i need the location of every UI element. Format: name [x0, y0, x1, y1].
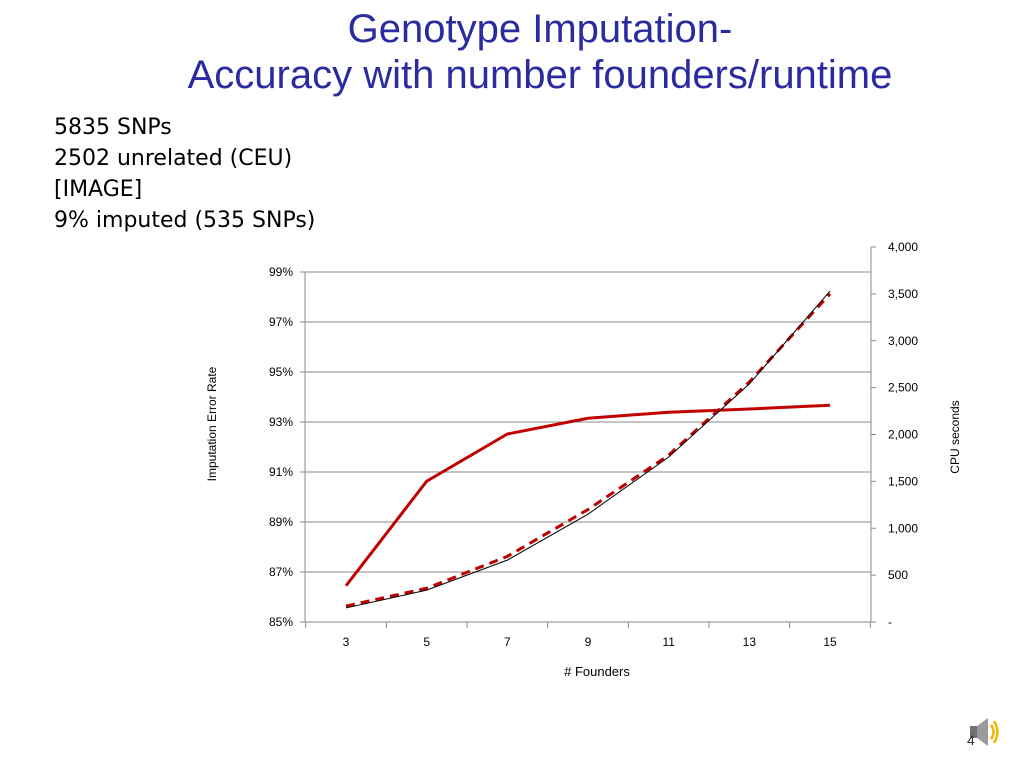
slide-title-line-2: Accuracy with number founders/runtime [187, 53, 893, 97]
y-right-tick-label: 4,000 [888, 240, 918, 254]
y-right-tick-label: 1,000 [888, 521, 918, 535]
x-tick-label: 15 [823, 635, 837, 649]
speaker-sound-icon[interactable]: 4 [966, 712, 1000, 752]
x-tick-label: 13 [743, 635, 757, 649]
y-right-tick-label: 500 [888, 568, 908, 582]
note-imputed: 9% imputed (535 SNPs) [54, 208, 316, 233]
note-unrelated: 2502 unrelated (CEU) [54, 146, 293, 171]
y-right-tick-label: 3,000 [888, 334, 918, 348]
y-left-tick-label: 85% [269, 615, 293, 629]
y-right-tick-label: 2,500 [888, 381, 918, 395]
series-line-0 [344, 403, 831, 587]
y-left-tick-label: 91% [269, 465, 293, 479]
slide-title-line-1: Genotype Imputation- [347, 7, 733, 51]
y-right-tick-label: - [888, 615, 892, 629]
note-snps: 5835 SNPs [54, 115, 172, 140]
y-right-tick-label: 3,500 [888, 287, 918, 301]
series-line-2 [345, 290, 831, 609]
y-right-tick-label: 1,500 [888, 474, 918, 488]
x-axis-title: # Founders [564, 664, 630, 679]
x-tick-label: 11 [662, 635, 675, 649]
series-line-1 [345, 292, 832, 608]
y-left-tick-label: 97% [269, 315, 293, 329]
slide-notes: 5835 SNPs 2502 unrelated (CEU) [IMAGE] 9… [54, 112, 315, 236]
page-number: 4 [967, 732, 975, 748]
x-tick-label: 3 [343, 635, 350, 649]
note-image-placeholder: [IMAGE] [54, 177, 143, 202]
y-right-axis-title: CPU seconds [948, 400, 962, 473]
y-left-tick-label: 93% [269, 415, 293, 429]
y-left-tick-label: 89% [269, 515, 293, 529]
sound-wave-1 [989, 724, 995, 740]
speaker-cone [977, 718, 988, 746]
x-tick-label: 7 [504, 635, 511, 649]
y-left-tick-label: 95% [269, 365, 293, 379]
sound-wave-2 [992, 720, 999, 744]
slide-title: Genotype Imputation- Accuracy with numbe… [0, 6, 1024, 98]
x-tick-label: 5 [423, 635, 430, 649]
speaker-body [970, 726, 977, 738]
y-left-axis-title: Imputation Error Rate [205, 366, 219, 481]
y-left-tick-label: 99% [269, 265, 293, 279]
y-right-tick-label: 2,000 [888, 428, 918, 442]
x-tick-label: 9 [585, 635, 592, 649]
y-left-tick-label: 87% [269, 565, 293, 579]
